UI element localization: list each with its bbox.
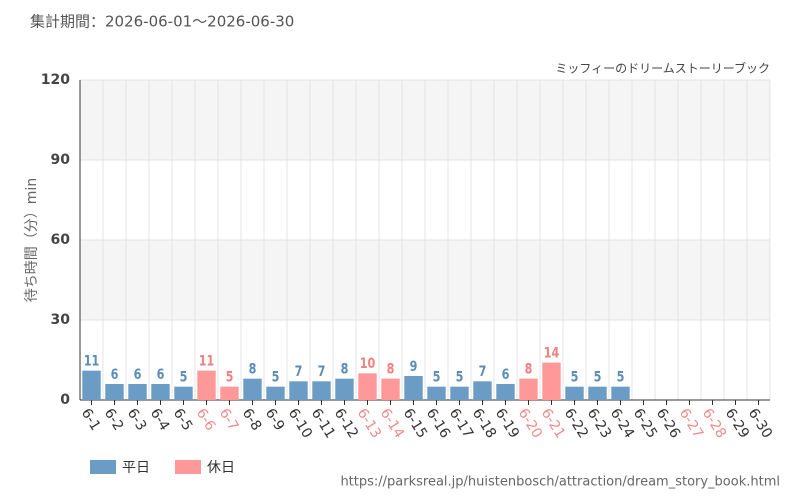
- bar: [427, 386, 446, 400]
- data-label: 5: [272, 368, 280, 385]
- y-tick-label: 0: [60, 392, 70, 408]
- bar: [542, 362, 561, 400]
- data-label: 5: [226, 368, 234, 385]
- x-tick-label: 6-18: [469, 406, 499, 441]
- data-label: 8: [249, 360, 257, 377]
- bar: [197, 370, 216, 400]
- legend-swatch: [175, 460, 201, 474]
- x-tick-label: 6-3: [124, 406, 150, 434]
- y-tick-label: 60: [51, 232, 71, 248]
- legend-label: 平日: [122, 460, 150, 476]
- bar: [496, 384, 515, 400]
- data-label: 11: [199, 352, 215, 369]
- data-label: 8: [341, 360, 349, 377]
- y-axis-label: 待ち時間（分）min: [24, 178, 40, 302]
- bar: [565, 386, 584, 400]
- y-tick-label: 90: [51, 152, 71, 168]
- x-tick-label: 6-13: [354, 406, 384, 441]
- x-tick-label: 6-2: [101, 406, 127, 434]
- data-label: 5: [433, 368, 441, 385]
- chart-subtitle: ミッフィーのドリームストーリーブック: [555, 61, 770, 76]
- y-tick-label: 30: [51, 312, 71, 328]
- x-tick-label: 6-19: [492, 406, 522, 441]
- data-label: 8: [387, 360, 395, 377]
- x-tick-label: 6-27: [676, 406, 706, 441]
- x-tick-label: 6-5: [170, 406, 196, 434]
- x-tick-label: 6-28: [699, 406, 729, 441]
- data-label: 10: [360, 355, 376, 372]
- data-label: 9: [410, 358, 418, 375]
- x-tick-label: 6-11: [308, 406, 338, 441]
- data-label: 5: [571, 368, 579, 385]
- x-tick-label: 6-29: [722, 406, 752, 441]
- x-tick-label: 6-12: [331, 406, 361, 441]
- bar: [611, 386, 630, 400]
- data-label: 5: [180, 368, 188, 385]
- data-label: 6: [111, 366, 119, 383]
- chart-title: 集計期間：2026-06-01～2026-06-30: [30, 13, 294, 31]
- x-tick-label: 6-17: [446, 406, 476, 441]
- data-label: 8: [525, 360, 533, 377]
- x-tick-label: 6-20: [515, 406, 545, 441]
- x-tick-label: 6-4: [147, 406, 173, 434]
- x-tick-label: 6-10: [285, 406, 315, 441]
- bar: [312, 381, 331, 400]
- x-tick-label: 6-9: [262, 406, 288, 434]
- x-tick-label: 6-24: [607, 406, 637, 442]
- bar: [266, 386, 285, 400]
- data-label: 14: [544, 344, 560, 361]
- data-label: 7: [295, 363, 303, 380]
- x-tick-label: 6-8: [239, 406, 265, 434]
- bar: [243, 378, 262, 400]
- bar: [519, 378, 538, 400]
- bar: [473, 381, 492, 400]
- data-label: 6: [134, 366, 142, 383]
- data-label: 6: [157, 366, 165, 383]
- bar: [588, 386, 607, 400]
- bar: [105, 384, 124, 400]
- bar: [404, 376, 423, 400]
- x-tick-label: 6-16: [423, 406, 453, 442]
- bar: [220, 386, 239, 400]
- bar: [358, 373, 377, 400]
- bar: [450, 386, 469, 400]
- x-tick-label: 6-6: [193, 406, 219, 434]
- bar: [151, 384, 170, 400]
- data-label: 7: [318, 363, 326, 380]
- x-tick-label: 6-25: [630, 406, 660, 441]
- x-tick-label: 6-26: [653, 406, 683, 442]
- y-tick-label: 120: [41, 72, 70, 88]
- source: https://parksreal.jp/huistenbosch/attrac…: [340, 475, 780, 490]
- bar: [381, 378, 400, 400]
- bar: [289, 381, 308, 400]
- data-label: 11: [84, 352, 100, 369]
- x-tick-label: 6-30: [745, 406, 775, 441]
- bar: [174, 386, 193, 400]
- x-tick-label: 6-7: [216, 406, 242, 434]
- x-tick-label: 6-1: [78, 406, 104, 434]
- legend-label: 休日: [207, 460, 235, 476]
- data-label: 5: [456, 368, 464, 385]
- legend-swatch: [90, 460, 116, 474]
- bar: [82, 370, 101, 400]
- data-label: 6: [502, 366, 510, 383]
- x-tick-label: 6-14: [377, 406, 407, 442]
- x-tick-label: 6-15: [400, 406, 430, 441]
- data-label: 7: [479, 363, 487, 380]
- x-tick-label: 6-21: [538, 406, 568, 441]
- x-tick-label: 6-23: [584, 406, 614, 441]
- x-tick-label: 6-22: [561, 406, 591, 441]
- bar: [128, 384, 147, 400]
- data-label: 5: [594, 368, 602, 385]
- data-label: 5: [617, 368, 625, 385]
- bar: [335, 378, 354, 400]
